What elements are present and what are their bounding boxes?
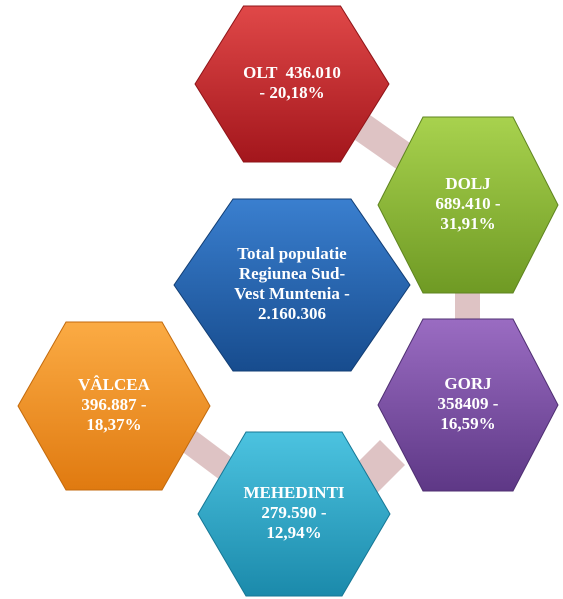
- hexagon: [194, 5, 390, 163]
- connector: [180, 430, 235, 480]
- node-label: Vest Muntenia -: [234, 284, 350, 303]
- node-label: OLT 436.010: [243, 63, 341, 82]
- hexagon: [173, 198, 411, 372]
- hexagon: [197, 431, 391, 597]
- node-label: 279.590 -: [261, 503, 327, 522]
- node-label: 16,59%: [440, 414, 495, 433]
- node-label: DOLJ: [445, 174, 491, 193]
- node-label: Regiunea Sud-: [239, 264, 346, 283]
- node-label: 358409 -: [438, 394, 499, 413]
- node-label: 2.160.306: [258, 304, 326, 323]
- hexagon: [17, 321, 211, 491]
- node-label: MEHEDINTI: [243, 483, 344, 502]
- node-label: Total populatie: [237, 244, 347, 263]
- node-label: 689.410 -: [435, 194, 501, 213]
- hexagons: [17, 5, 559, 597]
- node-label: 396.887 -: [81, 395, 147, 414]
- node-label: VÂLCEA: [78, 375, 151, 394]
- node-label: - 20,18%: [259, 83, 324, 102]
- node-label: GORJ: [444, 374, 492, 393]
- node-label: 12,94%: [266, 523, 321, 542]
- node-label: 18,37%: [86, 415, 141, 434]
- node-label: 31,91%: [440, 214, 495, 233]
- hexagon: [377, 116, 559, 294]
- hexagon: [377, 318, 559, 492]
